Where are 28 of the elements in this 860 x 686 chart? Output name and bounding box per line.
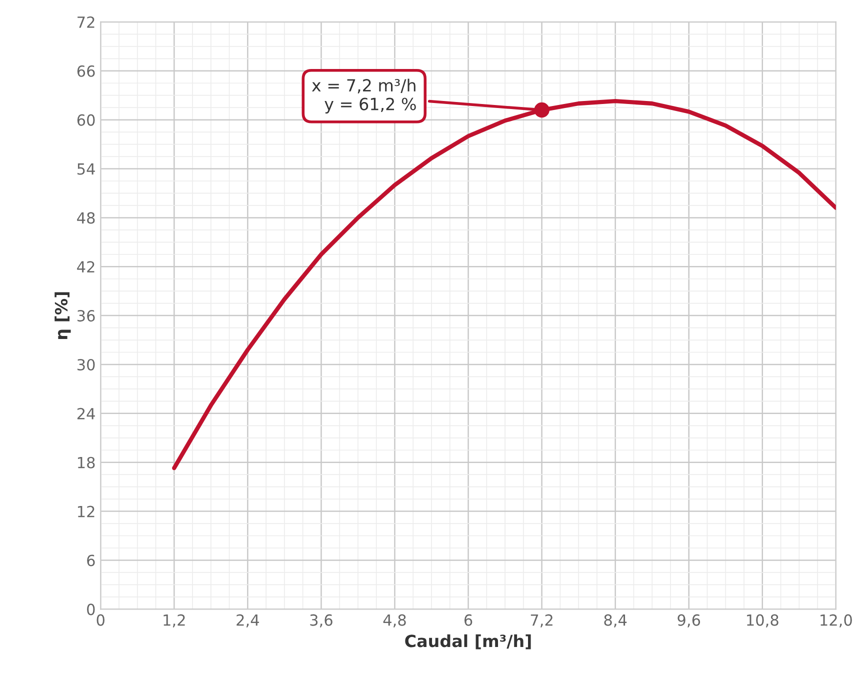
x-tick-label: 2,4 xyxy=(236,614,259,628)
y-tick-label: 6 xyxy=(87,554,95,566)
x-tick-label: 8,4 xyxy=(604,614,627,628)
y-tick-label: 36 xyxy=(77,310,95,322)
y-tick-label: 48 xyxy=(77,212,95,224)
x-tick-label: 0 xyxy=(96,614,104,626)
annotation: x = 7,2 m³/h y = 61,2 % xyxy=(312,78,416,114)
y-tick-label: 60 xyxy=(77,114,95,126)
y-tick-label: 18 xyxy=(78,456,95,468)
y-tick-label: 54 xyxy=(77,163,95,175)
x-tick-label: 4,8 xyxy=(383,614,406,628)
y-tick-label: 24 xyxy=(77,408,95,420)
x-tick-label: 7,2 xyxy=(530,614,552,628)
y-tick-label: 42 xyxy=(77,261,94,272)
y-tick-label: 72 xyxy=(78,16,94,28)
x-tick-label: 12,0 xyxy=(820,614,852,628)
y-axis-title: η [%] xyxy=(54,292,71,339)
x-tick-label: 3,6 xyxy=(310,614,332,628)
line-series xyxy=(172,98,836,470)
x-tick-label: 9,6 xyxy=(678,614,700,628)
y-tick-label: 0 xyxy=(87,604,95,616)
y-tick-label: 30 xyxy=(77,358,95,371)
x-tick-label: 6 xyxy=(464,614,472,626)
x-tick-label: 10,8 xyxy=(747,614,778,628)
x-tick-label: 1,2 xyxy=(164,614,185,628)
y-tick-label: 12 xyxy=(78,506,94,518)
y-tick-label: 66 xyxy=(77,65,95,77)
x-axis-title: Caudal [m³/h] xyxy=(405,634,531,650)
